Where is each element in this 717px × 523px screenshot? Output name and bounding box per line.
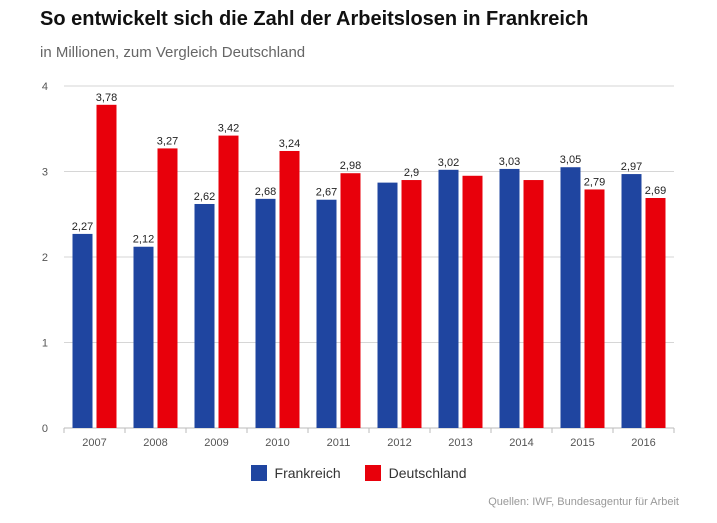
legend-swatch-frankreich (250, 465, 267, 481)
bar-frankreich-2013 (438, 169, 459, 429)
data-label: 2,62 (194, 191, 215, 203)
legend-swatch-deutschland (364, 465, 381, 481)
data-label: 2,12 (133, 234, 154, 246)
bar-deutschland-2012 (401, 180, 422, 428)
bar-deutschland-2011 (340, 173, 361, 428)
y-tick-label: 0 (42, 423, 48, 435)
bar-frankreich-2011 (316, 199, 337, 428)
data-label: 2,97 (621, 161, 642, 173)
x-tick-label: 2015 (570, 437, 594, 449)
source-note: Quellen: IWF, Bundesagentur für Arbeit (488, 496, 679, 508)
data-label: 3,78 (96, 92, 117, 104)
bar-frankreich-2012 (377, 182, 398, 428)
data-label: 2,9 (404, 167, 419, 179)
bar-deutschland-2016 (645, 198, 666, 428)
bar-deutschland-2008 (157, 148, 178, 429)
chart-subtitle: in Millionen, zum Vergleich Deutschland (40, 44, 306, 61)
data-label: 2,68 (255, 186, 276, 198)
data-label: 3,02 (438, 157, 459, 169)
bar-chart: 0 1 2 3 4 2007 2,27 3,78 2008 2,12 3,27 2009 2,62 3,4… (42, 81, 675, 449)
y-tick-label: 3 (42, 167, 48, 179)
x-tick-label: 2013 (448, 437, 472, 449)
bar-deutschland-2009 (218, 135, 239, 428)
bar-deutschland-2010 (279, 150, 300, 429)
bar-frankreich-2007 (72, 233, 93, 428)
legend-item-frankreich[interactable]: Frankreich (250, 465, 341, 481)
bar-frankreich-2016 (621, 174, 642, 428)
bar-frankreich-2014 (499, 168, 520, 428)
x-tick-label: 2008 (143, 437, 167, 449)
x-tick-label: 2010 (265, 437, 289, 449)
data-label: 3,03 (499, 156, 520, 168)
data-label: 3,24 (279, 138, 300, 150)
x-tick-label: 2009 (204, 437, 228, 449)
y-tick-label: 4 (42, 81, 48, 93)
x-tick-label: 2012 (387, 437, 411, 449)
x-tick-label: 2007 (82, 437, 106, 449)
y-tick-label: 1 (42, 338, 48, 350)
chart-title: So entwickelt sich die Zahl der Arbeitsl… (40, 8, 589, 30)
y-tick-label: 2 (42, 252, 48, 264)
legend: Frankreich Deutschland (0, 465, 717, 481)
data-label: 3,27 (157, 135, 178, 147)
data-label: 2,79 (584, 176, 605, 188)
legend-label-frankreich: Frankreich (274, 465, 341, 481)
bar-frankreich-2010 (255, 198, 276, 428)
data-label: 3,05 (560, 154, 581, 166)
data-label: 3,42 (218, 123, 239, 135)
bar-deutschland-2013 (462, 175, 483, 428)
bar-frankreich-2015 (560, 167, 581, 428)
bar-deutschland-2015 (584, 189, 605, 428)
bar-deutschland-2007 (96, 104, 117, 428)
x-tick-label: 2016 (631, 437, 655, 449)
bar-frankreich-2008 (133, 246, 154, 428)
data-label: 2,69 (645, 185, 666, 197)
legend-item-deutschland[interactable]: Deutschland (364, 465, 467, 481)
bar-deutschland-2014 (523, 180, 544, 428)
data-label: 2,67 (316, 187, 337, 199)
data-label: 2,98 (340, 160, 361, 172)
data-label: 2,27 (72, 221, 93, 233)
x-tick-label: 2011 (327, 437, 351, 449)
bar-frankreich-2009 (194, 203, 215, 428)
x-tick-label: 2014 (509, 437, 533, 449)
legend-label-deutschland: Deutschland (388, 465, 467, 481)
